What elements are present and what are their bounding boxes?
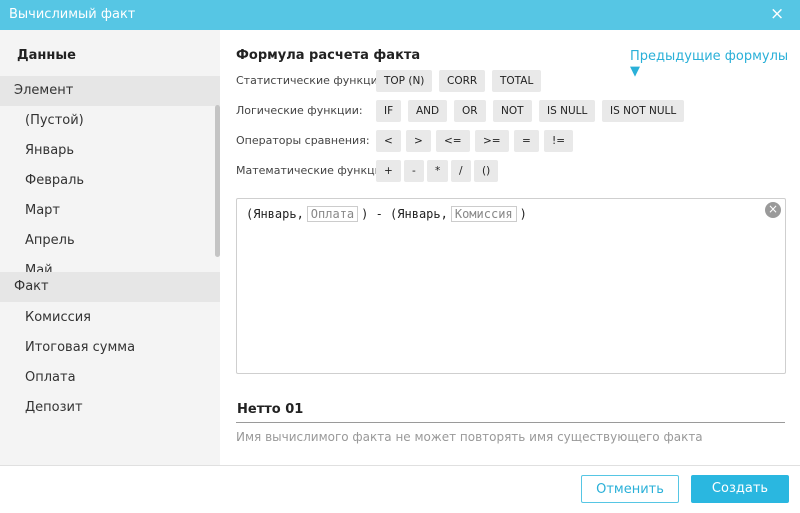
function-button[interactable]: IS NOT NULL bbox=[602, 100, 685, 122]
function-button[interactable]: IS NULL bbox=[539, 100, 596, 122]
footer-divider bbox=[0, 465, 800, 466]
list-item[interactable]: Комиссия bbox=[25, 310, 92, 325]
function-button[interactable]: AND bbox=[408, 100, 448, 122]
hint-text: Имя вычислимого факта не может повторять… bbox=[236, 430, 703, 444]
title-bar: Вычислимый факт × bbox=[0, 0, 800, 30]
group-label: Логические функции: bbox=[236, 104, 363, 117]
group-label: Математические функции: bbox=[236, 164, 393, 177]
list-item[interactable]: Депозит bbox=[25, 400, 83, 415]
history-link[interactable]: Предыдущие формулы ▼ bbox=[630, 49, 789, 79]
function-button[interactable]: < bbox=[376, 130, 401, 152]
function-button[interactable]: TOP (N) bbox=[376, 70, 433, 92]
function-button[interactable]: OR bbox=[454, 100, 486, 122]
name-input[interactable]: Нетто 01 bbox=[237, 402, 304, 417]
function-button[interactable]: >= bbox=[475, 130, 509, 152]
list-item[interactable]: Апрель bbox=[25, 233, 75, 248]
sidebar: Данные Элемент (Пустой) Январь Февраль Март А… bbox=[0, 30, 220, 465]
expr-text: ) bbox=[519, 207, 527, 221]
close-button[interactable]: × bbox=[770, 4, 785, 24]
function-button[interactable]: NOT bbox=[493, 100, 532, 122]
list-item[interactable]: Январь bbox=[25, 143, 75, 158]
panel-title: Формула расчета факта bbox=[236, 48, 421, 63]
function-button[interactable]: != bbox=[544, 130, 574, 152]
list-item[interactable]: Оплата bbox=[25, 370, 76, 385]
list-item[interactable]: (Пустой) bbox=[25, 113, 84, 128]
create-button[interactable]: Создать bbox=[691, 475, 789, 503]
function-button[interactable]: * bbox=[427, 160, 449, 182]
group-label: Статистические функции: bbox=[236, 74, 389, 87]
item-list: (Пустой) Январь Февраль Март Апрель Май bbox=[0, 104, 220, 272]
section-header[interactable]: Факт bbox=[0, 272, 220, 302]
group-label: Операторы сравнения: bbox=[236, 134, 370, 147]
function-button[interactable]: TOTAL bbox=[492, 70, 542, 92]
field-chip[interactable]: Комиссия bbox=[450, 206, 517, 222]
input-underline bbox=[236, 422, 785, 423]
expr-text: ) - (Январь, bbox=[361, 207, 448, 221]
cancel-button[interactable]: Отменить bbox=[581, 475, 679, 503]
formula-editor[interactable]: (Январь, Оплата) - (Январь, Комиссия) × bbox=[236, 198, 786, 374]
function-button[interactable]: = bbox=[514, 130, 539, 152]
list-item[interactable]: Итоговая сумма bbox=[25, 340, 136, 355]
list-item[interactable]: Февраль bbox=[25, 173, 85, 188]
clear-button[interactable]: × bbox=[765, 202, 781, 218]
function-button[interactable]: - bbox=[404, 160, 424, 182]
field-chip[interactable]: Оплата bbox=[306, 206, 359, 222]
function-button[interactable]: IF bbox=[376, 100, 402, 122]
function-button[interactable]: > bbox=[406, 130, 431, 152]
section-header[interactable]: Элемент bbox=[0, 76, 220, 106]
expr-text: (Январь, bbox=[246, 207, 304, 221]
list-item[interactable]: Май bbox=[25, 263, 53, 272]
function-button[interactable]: <= bbox=[436, 130, 470, 152]
dialog-title: Вычислимый факт bbox=[9, 7, 136, 22]
list-item[interactable]: Март bbox=[25, 203, 61, 218]
scrollbar[interactable] bbox=[215, 105, 220, 257]
function-button[interactable]: CORR bbox=[439, 70, 486, 92]
function-button[interactable]: () bbox=[474, 160, 499, 182]
sidebar-header: Данные bbox=[17, 48, 76, 63]
function-button[interactable]: + bbox=[376, 160, 401, 182]
function-button[interactable]: / bbox=[451, 160, 471, 182]
expression: (Январь, Оплата) - (Январь, Комиссия) bbox=[246, 206, 527, 222]
